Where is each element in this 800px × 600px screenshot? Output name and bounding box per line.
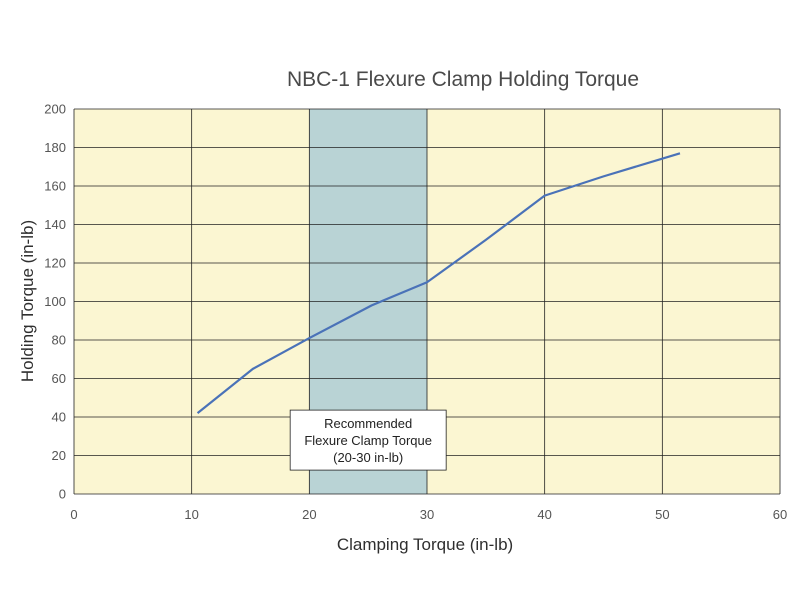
y-tick-label: 80 [52,333,66,348]
chart-title: NBC-1 Flexure Clamp Holding Torque [287,68,639,91]
grid-lines [73,108,781,495]
x-axis-ticks: 0 10 20 30 40 50 60 [70,507,787,522]
y-axis-ticks: 0 20 40 60 80 100 120 140 160 180 200 [44,102,66,502]
y-axis-label: Holding Torque (in-lb) [18,220,37,382]
x-tick-label: 30 [420,507,434,522]
annotation-text: Recommended [324,416,412,431]
y-tick-label: 160 [44,179,66,194]
y-tick-label: 0 [59,487,66,502]
y-tick-label: 60 [52,371,66,386]
annotation-text: (20-30 in-lb) [333,450,403,465]
y-tick-label: 140 [44,217,66,232]
y-tick-label: 40 [52,410,66,425]
x-tick-label: 0 [70,507,77,522]
y-tick-label: 20 [52,448,66,463]
x-tick-label: 40 [537,507,551,522]
annotation-text: Flexure Clamp Torque [304,433,432,448]
x-tick-label: 20 [302,507,316,522]
y-tick-label: 180 [44,140,66,155]
x-tick-label: 60 [773,507,787,522]
y-tick-label: 200 [44,102,66,117]
x-tick-label: 10 [184,507,198,522]
y-tick-label: 100 [44,294,66,309]
series-line [196,152,681,415]
annotation-box: Recommended Flexure Clamp Torque (20-30 in… [289,409,447,471]
x-tick-label: 50 [655,507,669,522]
annotation-frame [289,409,447,471]
y-tick-label: 120 [44,256,66,271]
x-axis-label: Clamping Torque (in-lb) [337,535,513,554]
